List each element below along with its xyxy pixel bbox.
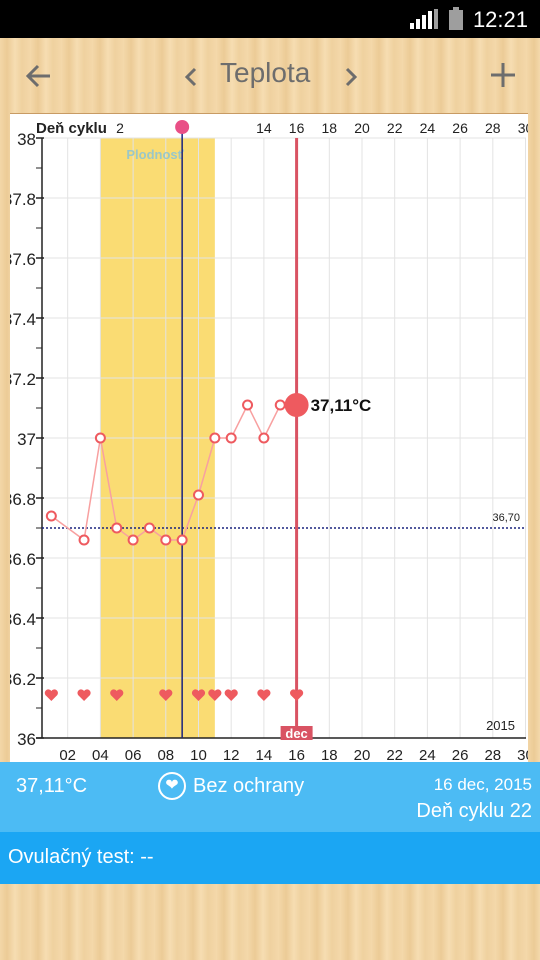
top-tick-label: 26	[452, 120, 468, 136]
fertile-label: Plodnosť	[126, 147, 184, 162]
x-tick-label: 22	[386, 747, 403, 762]
temperature-point	[143, 522, 155, 534]
y-tick-label: 38	[17, 130, 36, 149]
status-time: 12:21	[472, 7, 528, 32]
current-temperature-label: 37,11°C	[311, 396, 372, 415]
info-date: 16 dec, 2015	[433, 775, 532, 794]
temperature-chart[interactable]: 36 36.2 36.4 36.6 36.8 37 37.2 37.4 37.6 37.8 38 02…	[10, 114, 528, 762]
x-tick-label: 28	[484, 747, 501, 762]
next-button[interactable]	[344, 67, 358, 87]
x-tick-label: 02	[59, 747, 76, 762]
info-temperature: 37,11°C	[16, 775, 88, 797]
x-tick-label: 16	[288, 747, 305, 762]
month-label: dec	[285, 726, 307, 741]
y-tick-label: 37.2	[10, 370, 36, 389]
y-tick-label: 36	[17, 730, 36, 749]
back-button[interactable]	[24, 62, 52, 90]
current-temperature-marker	[284, 393, 309, 417]
temperature-point	[160, 534, 172, 546]
temperature-point	[176, 534, 188, 546]
x-tick-label: 30	[517, 747, 528, 762]
heart-circle-icon: ❤	[158, 772, 186, 800]
top-tick-label: 2	[116, 120, 124, 136]
top-tick-label: 18	[322, 120, 338, 136]
temperature-point	[78, 534, 90, 546]
intercourse-heart-icon	[159, 689, 173, 701]
toolbar: Teplota	[0, 38, 540, 114]
x-tick-label: 06	[125, 747, 142, 762]
x-tick-label: 26	[452, 747, 469, 762]
top-tick-label: 30	[518, 120, 528, 136]
temperature-point	[45, 510, 57, 522]
temperature-point	[94, 432, 106, 444]
ovulation-test-row[interactable]: Ovulačný test: --	[0, 832, 540, 884]
x-tick-label: 20	[354, 747, 371, 762]
x-tick-label: 10	[190, 747, 207, 762]
add-button[interactable]	[490, 62, 516, 88]
temperature-point	[111, 522, 123, 534]
temperature-point	[193, 489, 204, 501]
coverline-label: 36,70	[492, 512, 520, 524]
temperature-point	[274, 399, 286, 411]
ovulation-test-label: Ovulačný test: --	[8, 846, 154, 868]
y-tick-label: 36.6	[10, 550, 36, 569]
ovulation-marker	[175, 120, 190, 134]
top-tick-label: 16	[289, 120, 305, 136]
top-tick-label: 14	[256, 120, 272, 136]
y-tick-label: 37.6	[10, 250, 36, 269]
battery-icon	[449, 7, 463, 30]
page-title: Teplota	[220, 57, 311, 88]
intercourse-heart-icon	[224, 689, 238, 701]
y-tick-label: 36.8	[10, 490, 36, 509]
x-tick-label: 12	[223, 747, 240, 762]
month-badge	[280, 726, 313, 740]
temperature-point	[242, 399, 254, 411]
top-tick-label: 28	[485, 120, 501, 136]
y-tick-label: 37	[17, 430, 36, 449]
y-tick-label: 37.4	[10, 310, 36, 329]
intercourse-heart-icon	[44, 689, 58, 701]
x-tick-label: 04	[92, 747, 109, 762]
temperature-point	[209, 432, 221, 444]
y-tick-label: 36.4	[10, 610, 36, 629]
intercourse-heart-icon	[77, 689, 91, 701]
info-bar[interactable]: 37,11°C ❤ Bez ochrany 16 dec, 2015 Deň c…	[0, 762, 540, 832]
x-tick-label: 24	[419, 747, 436, 762]
status-bar: 12:21	[0, 0, 540, 38]
y-tick-label: 37.8	[10, 190, 36, 209]
info-protection: Bez ochrany	[193, 775, 305, 797]
top-tick-label: 20	[354, 120, 370, 136]
chart-svg[interactable]: 36 36.2 36.4 36.6 36.8 37 37.2 37.4 37.6 37.8 38 02…	[10, 114, 528, 762]
top-tick-label: 24	[420, 120, 436, 136]
top-axis-label: Deň cyklu	[36, 120, 107, 137]
intercourse-heart-icon	[208, 689, 222, 701]
x-tick-label: 18	[321, 747, 338, 762]
intercourse-heart-icon	[191, 689, 206, 701]
signal-icon	[410, 9, 438, 29]
prev-button[interactable]	[184, 67, 198, 87]
title-row: Teplota	[176, 57, 368, 97]
info-cycle-day: Deň cyklu 22	[416, 800, 532, 822]
temperature-point	[225, 432, 237, 444]
year-label: 2015	[486, 718, 515, 733]
temperature-point	[258, 432, 270, 444]
x-tick-label: 08	[157, 747, 174, 762]
y-tick-label: 36.2	[10, 670, 36, 689]
top-tick-label: 22	[387, 120, 403, 136]
x-tick-label: 14	[256, 747, 273, 762]
intercourse-heart-icon	[289, 689, 304, 701]
intercourse-heart-icon	[257, 689, 271, 701]
temperature-point	[127, 534, 139, 546]
intercourse-heart-icon	[110, 689, 124, 701]
